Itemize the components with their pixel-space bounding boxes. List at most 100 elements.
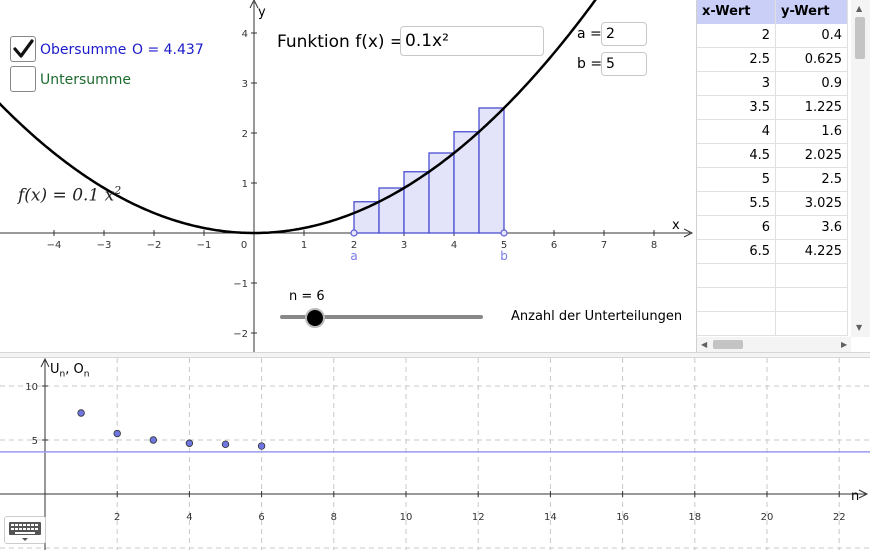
cell-x-value[interactable]: 3.5 (697, 96, 776, 120)
empty-cell[interactable] (776, 312, 848, 336)
x-tick-label: 6 (258, 512, 264, 523)
x-tick-label: 8 (651, 240, 657, 251)
y-tick-label: 1 (242, 179, 248, 190)
b-input[interactable]: 5 (601, 52, 647, 76)
spreadsheet-view[interactable]: x-Wert y-Wert 2 0.4 2.5 0.625 3 0.9 3.5 1.225 4 1… (696, 0, 870, 352)
empty-cell[interactable] (776, 264, 848, 288)
x-tick-label: 2 (351, 240, 357, 251)
function-formula-label: f(x) = 0.1 x2 (18, 184, 121, 206)
cell-y-value[interactable]: 1.6 (776, 120, 848, 144)
graphics-2-grid (0, 358, 870, 550)
slider-knob[interactable] (305, 308, 325, 328)
x-tick-label: 20 (761, 512, 774, 523)
cell-x-value[interactable]: 5 (697, 168, 776, 192)
graphics-2-axes: n 2 4 6 8 10 12 14 16 18 20 22 10 5 (0, 358, 869, 550)
spreadsheet-vertical-scrollbar[interactable]: ▲ ▼ (851, 0, 870, 337)
slider-track[interactable] (280, 315, 483, 319)
x-tick-label: 6 (551, 240, 557, 251)
y-axis-arrow (40, 358, 50, 368)
x-tick-label: 7 (601, 240, 607, 251)
scroll-right-icon[interactable]: ▶ (841, 340, 848, 349)
graphics-1-axes: x y −4 −3 −2 −1 0 1 2 3 4 5 6 7 8 4 3 2 1 −1 −2 (0, 0, 694, 352)
x-tick-label: 14 (544, 512, 557, 523)
y-axis-arrow (249, 0, 259, 9)
empty-cell[interactable] (697, 288, 776, 312)
cell-y-value[interactable]: 0.4 (776, 24, 848, 48)
graphics-2-canvas[interactable]: n 2 4 6 8 10 12 14 16 18 20 22 10 5 (0, 358, 870, 550)
cell-x-value[interactable]: 5.5 (697, 192, 776, 216)
x-tick-label: 22 (833, 512, 846, 523)
x-tick-label: 5 (501, 240, 507, 251)
empty-cell[interactable] (697, 312, 776, 336)
obersumme-label[interactable]: Obersumme (40, 42, 127, 58)
cell-y-value[interactable]: 2.5 (776, 168, 848, 192)
untersumme-checkbox[interactable] (10, 66, 36, 92)
scroll-up-icon[interactable]: ▲ (856, 4, 863, 13)
check-icon (13, 39, 34, 58)
x-tick-label: −4 (47, 240, 62, 251)
function-curve[interactable] (0, 0, 696, 235)
data-point (149, 436, 157, 444)
spreadsheet-horizontal-scrollbar[interactable]: ◀ ▶ (697, 337, 851, 352)
b-input-label: b = (577, 56, 603, 72)
cell-x-value[interactable]: 2 (697, 24, 776, 48)
a-input[interactable]: 2 (601, 22, 647, 46)
cell-x-value[interactable]: 2.5 (697, 48, 776, 72)
sum-points[interactable] (77, 409, 266, 450)
y-label-sub2: n (83, 369, 90, 380)
keyboard-icon (9, 522, 41, 541)
cell-y-value[interactable]: 4.225 (776, 240, 848, 264)
cell-x-value[interactable]: 3 (697, 72, 776, 96)
x-axis-arrow (683, 228, 694, 238)
cell-y-value[interactable]: 2.025 (776, 144, 848, 168)
scroll-thumb-horizontal[interactable] (713, 340, 743, 349)
empty-cell[interactable] (697, 264, 776, 288)
graphics-view-2[interactable]: n 2 4 6 8 10 12 14 16 18 20 22 10 5 Un, On (0, 358, 870, 550)
cell-x-value[interactable]: 6.5 (697, 240, 776, 264)
obersumme-rect (453, 131, 480, 234)
scroll-left-icon[interactable]: ◀ (701, 340, 708, 349)
column-header-x[interactable]: x-Wert (697, 0, 776, 24)
scroll-down-icon[interactable]: ▼ (856, 323, 863, 332)
function-input[interactable]: 0.1x² (400, 26, 544, 56)
data-point (185, 439, 194, 447)
cell-x-value[interactable]: 4.5 (697, 144, 776, 168)
cell-y-value[interactable]: 3.6 (776, 216, 848, 240)
y-label-u: U (50, 362, 60, 377)
y-label-o: , O (65, 362, 84, 377)
column-header-y[interactable]: y-Wert (776, 0, 848, 24)
x-tick-label: 1 (301, 240, 307, 251)
keyboard-button[interactable] (4, 516, 46, 544)
cell-x-value[interactable]: 6 (697, 216, 776, 240)
cell-y-value[interactable]: 0.9 (776, 72, 848, 96)
x-tick-label: 3 (401, 240, 407, 251)
x-axis-label: x (672, 218, 680, 233)
x-tick-label: −2 (147, 240, 162, 251)
y-tick-label: −2 (233, 329, 248, 340)
cell-y-value[interactable]: 3.025 (776, 192, 848, 216)
x-tick-label: 4 (451, 240, 457, 251)
scroll-thumb-vertical[interactable] (855, 17, 865, 59)
cell-x-value[interactable]: 4 (697, 120, 776, 144)
empty-cell[interactable] (776, 288, 848, 312)
obersumme-value: O = 4.437 (132, 42, 204, 58)
cell-y-value[interactable]: 1.225 (776, 96, 848, 120)
y-label-sub1: n (59, 369, 66, 380)
view-splitter[interactable] (0, 352, 870, 358)
function-formula-text: f(x) = 0.1 x (18, 185, 115, 206)
x-tick-label: 12 (472, 512, 485, 523)
point-b (500, 229, 508, 237)
untersumme-label[interactable]: Untersumme (40, 72, 132, 88)
data-point (113, 429, 121, 438)
obersumme-checkbox[interactable] (10, 36, 36, 62)
obersumme-rect (428, 152, 455, 234)
y-tick-label: 2 (242, 129, 248, 140)
x-tick-label: −3 (97, 240, 112, 251)
data-point (257, 442, 266, 450)
cell-y-value[interactable]: 0.625 (776, 48, 848, 72)
x-tick-label: −1 (197, 240, 212, 251)
slider-caption: Anzahl der Unterteilungen (511, 309, 683, 324)
